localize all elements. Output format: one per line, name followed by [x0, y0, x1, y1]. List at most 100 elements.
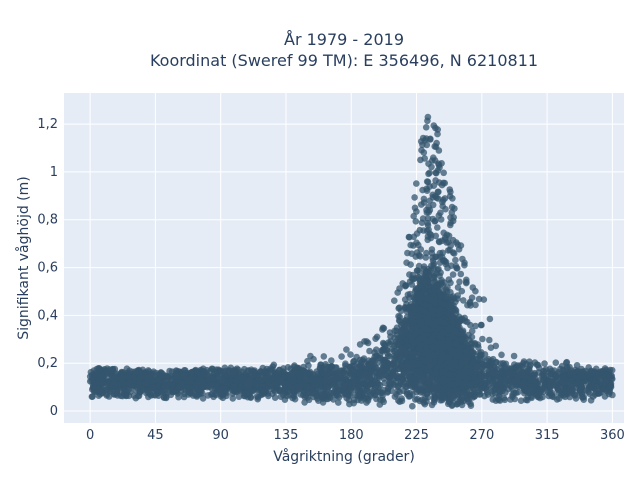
data-point [553, 396, 561, 403]
data-point [343, 346, 350, 353]
data-point [462, 317, 469, 325]
data-point [468, 327, 476, 335]
data-point [271, 394, 279, 402]
data-point [387, 380, 394, 388]
data-point [109, 373, 117, 381]
data-point [402, 282, 409, 290]
data-point [445, 238, 452, 246]
data-point [440, 229, 448, 237]
data-point [410, 242, 417, 249]
data-point [428, 246, 436, 253]
data-point [415, 241, 422, 249]
data-point [350, 399, 358, 407]
data-point [434, 224, 441, 231]
data-point [434, 195, 442, 202]
data-point [442, 205, 449, 213]
data-point [424, 113, 432, 121]
data-point [175, 393, 182, 401]
data-point [431, 218, 439, 225]
data-point [584, 372, 591, 380]
data-point [502, 360, 510, 368]
data-point [457, 242, 465, 249]
data-point [606, 373, 613, 381]
data-point [411, 194, 418, 201]
data-point [342, 390, 350, 398]
data-point [441, 385, 449, 393]
data-point [172, 376, 179, 384]
data-point [267, 374, 275, 382]
data-point [379, 326, 386, 333]
data-point [417, 156, 424, 164]
data-point [480, 296, 488, 303]
data-point [426, 197, 433, 205]
data-point [319, 384, 326, 391]
data-point [420, 199, 428, 206]
data-point [578, 393, 586, 400]
data-point [472, 322, 479, 330]
data-point [96, 373, 103, 380]
data-point [158, 388, 165, 396]
data-point [262, 385, 269, 393]
data-point [403, 323, 411, 331]
data-point [380, 360, 388, 367]
data-point [366, 347, 373, 355]
data-point [484, 391, 492, 398]
data-point [322, 363, 329, 370]
data-point [391, 297, 398, 305]
data-point [320, 353, 328, 360]
data-point [492, 359, 500, 366]
data-point [517, 397, 525, 405]
data-point [219, 391, 227, 399]
data-point [599, 385, 607, 393]
data-point [421, 325, 429, 333]
data-point [453, 401, 461, 408]
data-point [150, 385, 158, 393]
data-point [395, 335, 402, 342]
data-point [527, 389, 535, 396]
data-point [423, 178, 431, 185]
data-point [486, 315, 494, 323]
data-point [381, 342, 389, 350]
data-point [408, 317, 415, 325]
data-point [170, 387, 177, 394]
data-point [477, 373, 484, 381]
data-point [487, 361, 494, 369]
data-point [461, 259, 468, 267]
data-point [367, 391, 374, 399]
data-point [417, 252, 424, 260]
data-point [291, 362, 298, 369]
data-point [168, 368, 176, 376]
data-point [511, 395, 519, 403]
data-point [425, 208, 433, 216]
data-point [244, 383, 252, 390]
data-point [492, 342, 500, 350]
data-point [504, 377, 512, 385]
data-point [405, 393, 413, 400]
data-point [247, 394, 255, 402]
data-point [401, 296, 409, 303]
data-point [452, 306, 459, 313]
data-point [511, 361, 518, 368]
data-point [438, 237, 446, 245]
data-point [408, 337, 416, 345]
data-point [130, 373, 137, 381]
data-point [447, 294, 455, 301]
data-point [404, 375, 411, 383]
data-point [324, 385, 332, 392]
data-point [389, 367, 397, 375]
data-point [347, 351, 354, 358]
data-point [404, 291, 412, 299]
data-point [439, 287, 447, 295]
data-point [368, 368, 375, 376]
data-point [295, 370, 303, 378]
data-point [361, 369, 369, 377]
data-point [456, 373, 463, 380]
data-point [438, 160, 445, 167]
data-point [423, 141, 431, 149]
data-point [377, 396, 384, 403]
data-point [229, 395, 237, 402]
data-point [446, 371, 454, 378]
data-point [185, 383, 193, 391]
data-point [375, 380, 382, 388]
